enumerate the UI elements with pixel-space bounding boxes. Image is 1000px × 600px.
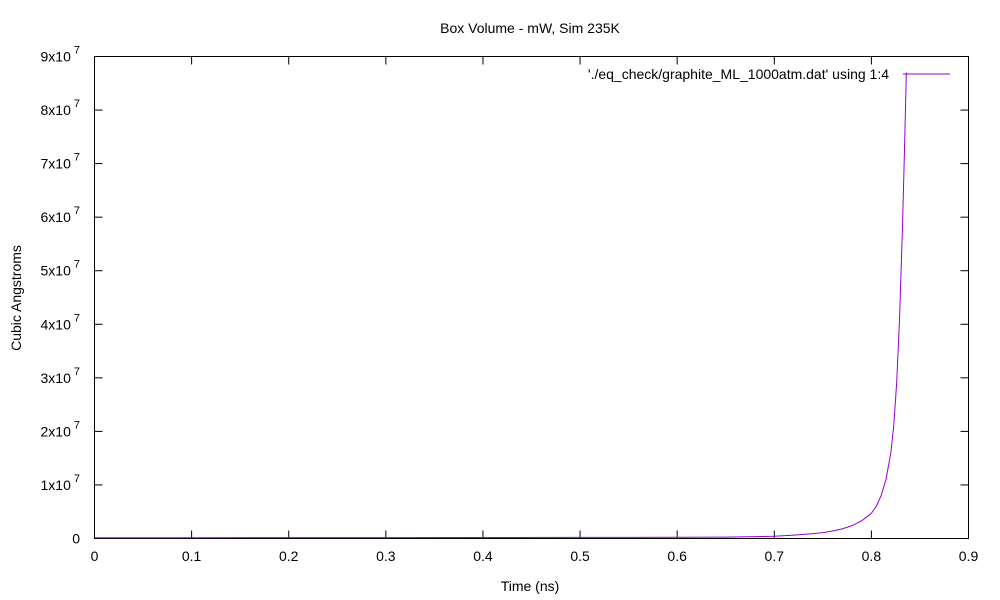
x-tick-label: 0.7 <box>765 548 785 564</box>
y-tick-mantissa: 9x10 <box>41 49 72 65</box>
y-tick-mantissa: 0 <box>72 531 80 547</box>
y-tick-label: 7x10 7 <box>41 152 80 172</box>
y-tick-exponent: 7 <box>74 98 80 110</box>
y-tick-mantissa: 1x10 <box>41 477 72 493</box>
y-tick-exponent: 7 <box>74 259 80 271</box>
x-tick-label: 0.4 <box>473 548 493 564</box>
x-tick-label: 0.2 <box>279 548 299 564</box>
y-tick-exponent: 7 <box>74 473 80 485</box>
y-tick-label: 9x10 7 <box>41 45 80 65</box>
y-tick-mantissa: 4x10 <box>41 316 72 332</box>
y-axis-label: Cubic Angstroms <box>8 245 24 351</box>
x-tick-label: 0.5 <box>570 548 590 564</box>
chart-title: Box Volume - mW, Sim 235K <box>440 20 620 36</box>
x-tick-label: 0.8 <box>862 548 882 564</box>
y-tick-label: 2x10 7 <box>41 419 80 439</box>
y-tick-label: 8x10 7 <box>41 98 80 118</box>
y-tick-mantissa: 2x10 <box>41 423 72 439</box>
y-tick-label: 3x10 7 <box>41 366 80 386</box>
y-tick-mantissa: 8x10 <box>41 102 72 118</box>
y-tick-label: 5x10 7 <box>41 259 80 279</box>
y-tick-label: 1x10 7 <box>41 473 80 493</box>
x-tick-label: 0.9 <box>959 548 979 564</box>
y-tick-exponent: 7 <box>74 205 80 217</box>
x-tick-label: 0.3 <box>376 548 396 564</box>
y-tick-exponent: 7 <box>74 419 80 431</box>
y-tick-mantissa: 7x10 <box>41 156 72 172</box>
y-tick-label: 6x10 7 <box>41 205 80 225</box>
y-tick-mantissa: 5x10 <box>41 263 72 279</box>
series-layer <box>94 72 907 539</box>
legend-label: './eq_check/graphite_ML_1000atm.dat' usi… <box>588 66 889 82</box>
x-axis-label: Time (ns) <box>501 578 560 594</box>
y-tick-mantissa: 6x10 <box>41 209 72 225</box>
plot-frame <box>94 56 969 539</box>
x-tick-label: 0.1 <box>182 548 202 564</box>
x-tick-label: 0 <box>91 548 99 564</box>
y-tick-exponent: 7 <box>74 312 80 324</box>
x-tick-label: 0.6 <box>667 548 687 564</box>
y-tick-exponent: 7 <box>74 366 80 378</box>
y-tick-label: 4x10 7 <box>41 312 80 332</box>
y-tick-mantissa: 3x10 <box>41 370 72 386</box>
y-tick-exponent: 7 <box>74 152 80 164</box>
y-tick-exponent: 7 <box>74 45 80 57</box>
series-line <box>94 72 907 539</box>
y-tick-label: 0 <box>72 531 80 547</box>
legend: './eq_check/graphite_ML_1000atm.dat' usi… <box>588 66 950 82</box>
